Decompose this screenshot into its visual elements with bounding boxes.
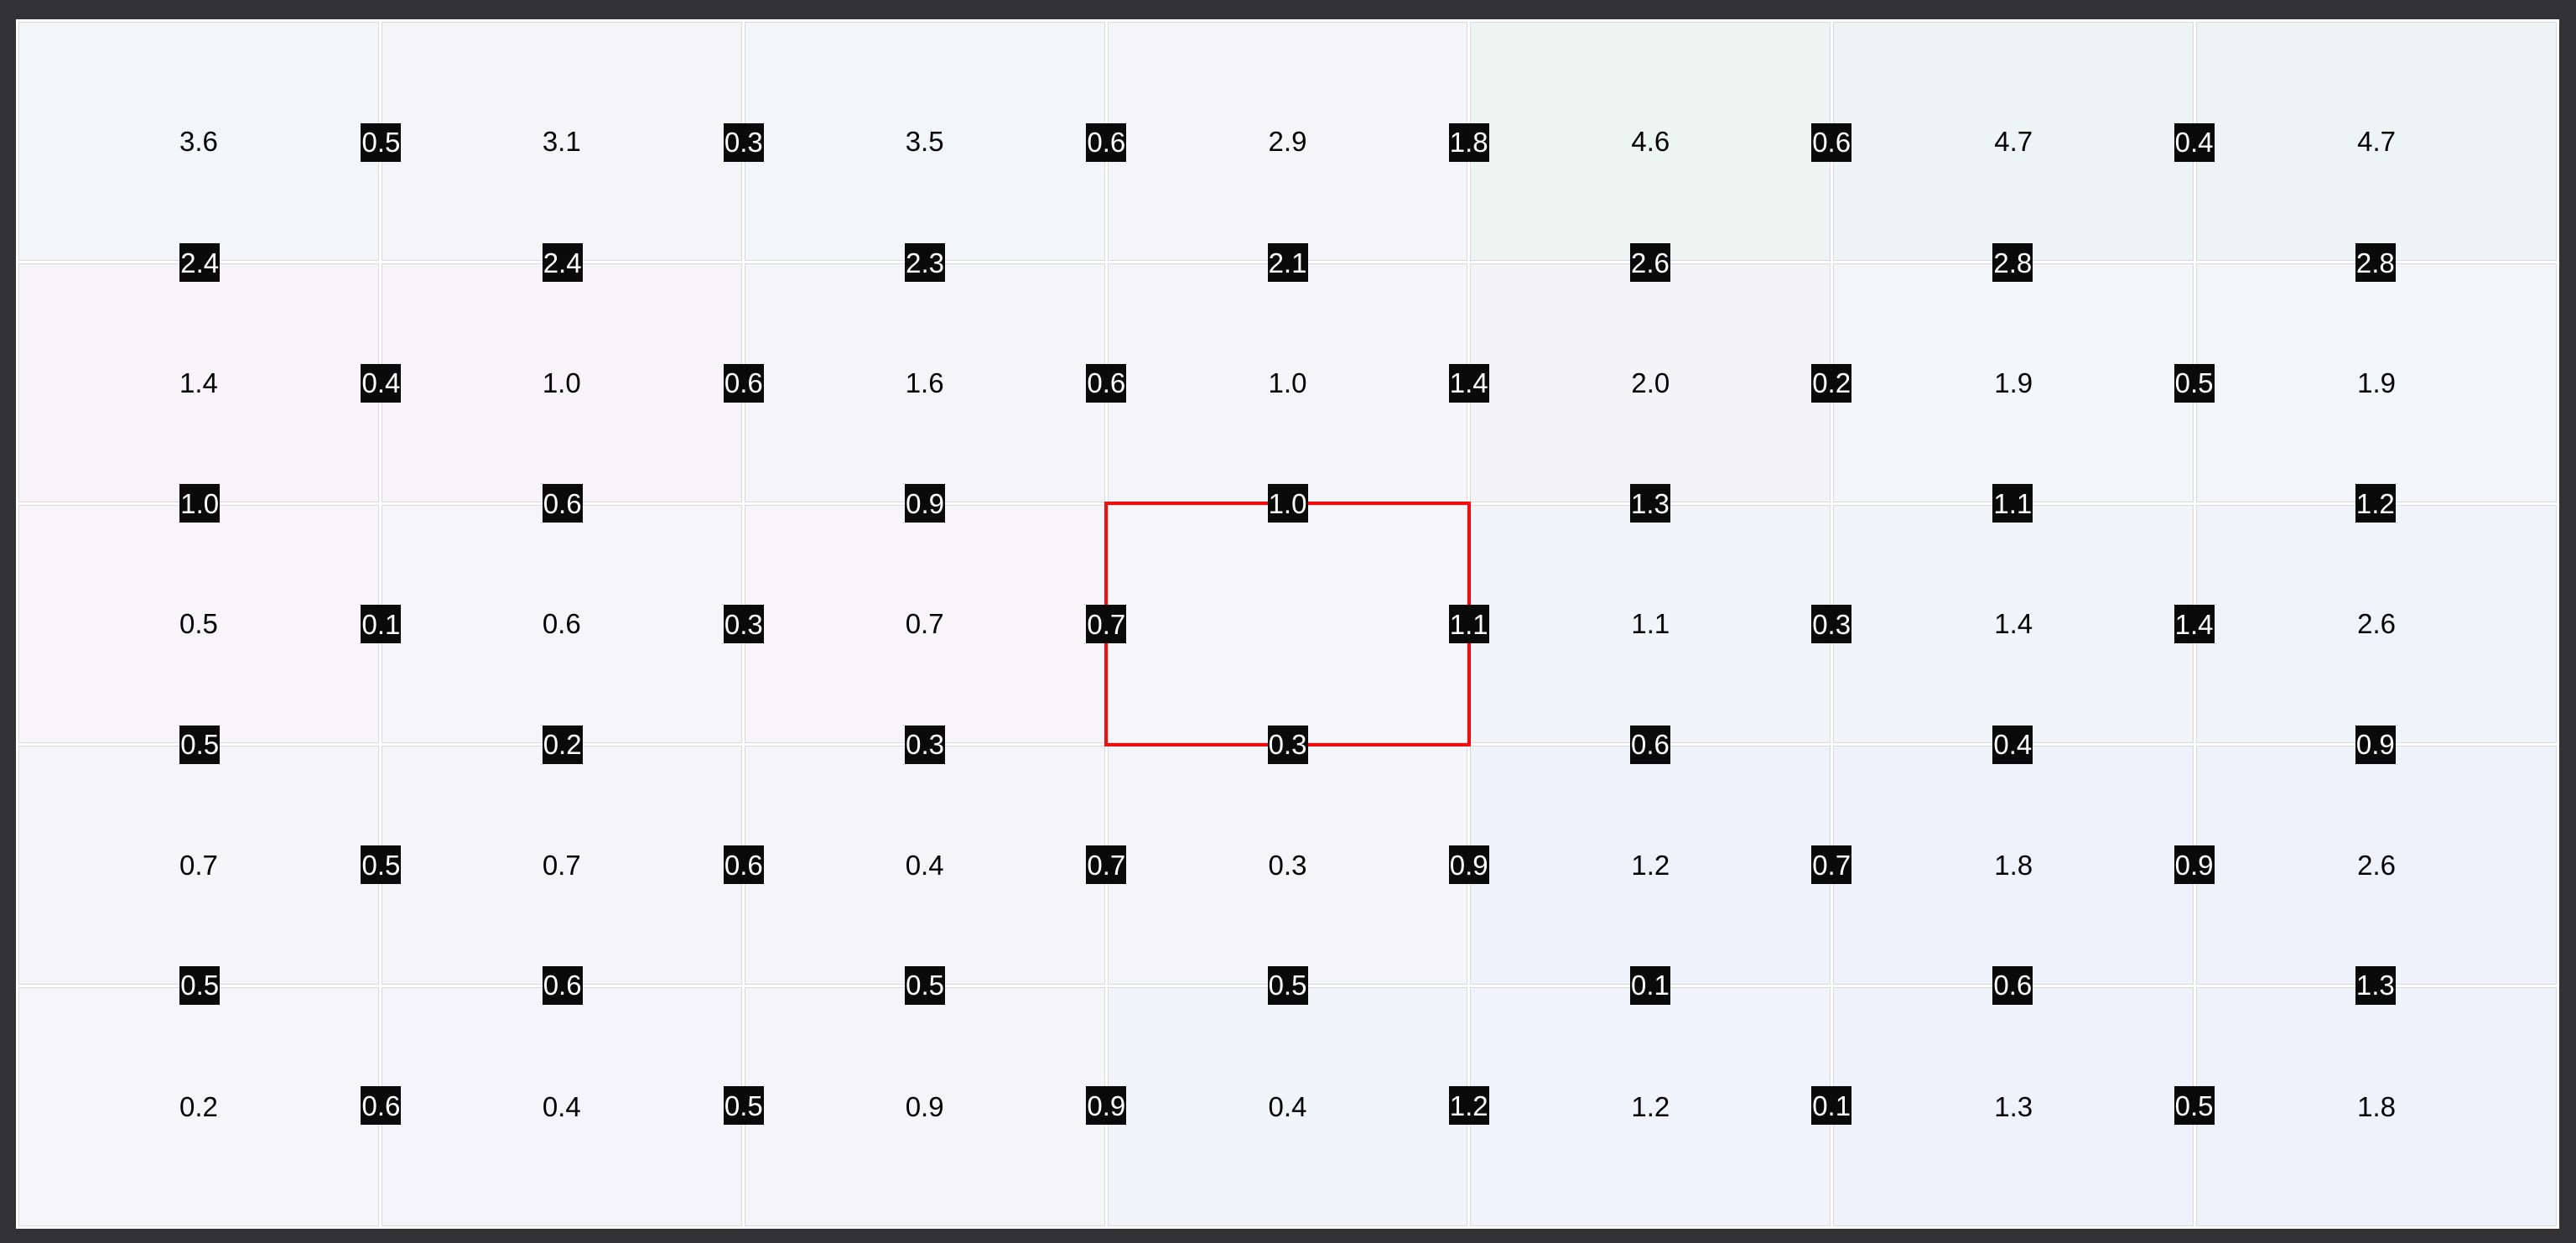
cell-value: 1.0	[1268, 367, 1307, 398]
grid-cell[interactable]: 1.9	[2196, 263, 2557, 502]
grid-cell[interactable]: 0.7	[18, 746, 379, 986]
heatmap-panel: 3.6 3.1 3.5 2.9 4.6 4.7 4.7 1.4 1.0 1.6 1.0 2.0 1.9 1…	[16, 19, 2559, 1229]
cell-value: 2.0	[1631, 367, 1670, 398]
cell-value: 0.4	[542, 1091, 581, 1123]
grid-cell[interactable]: 3.6	[18, 22, 379, 261]
grid-cell[interactable]: 2.6	[2196, 504, 2557, 744]
cell-value: 0.6	[542, 608, 581, 640]
cell-value: 1.4	[179, 367, 218, 398]
cell-value: 0.5	[179, 608, 218, 640]
grid-cell[interactable]: 1.4	[1833, 504, 2194, 744]
grid-cell[interactable]: 1.8	[2196, 987, 2557, 1226]
grid-cell[interactable]: 2.0	[1470, 263, 1831, 502]
grid-cell[interactable]	[1107, 504, 1468, 744]
grid-cell[interactable]: 1.2	[1470, 746, 1831, 986]
grid-cell[interactable]: 3.5	[744, 22, 1105, 261]
heatmap-grid: 3.6 3.1 3.5 2.9 4.6 4.7 4.7 1.4 1.0 1.6 1.0 2.0 1.9 1…	[18, 22, 2557, 1226]
grid-cell[interactable]: 0.4	[1107, 987, 1468, 1226]
cell-value: 3.5	[905, 125, 944, 157]
grid-cell[interactable]: 0.4	[744, 746, 1105, 986]
cell-value: 2.6	[2357, 608, 2396, 640]
cell-value: 0.2	[179, 1091, 218, 1123]
grid-cell[interactable]: 4.7	[1833, 22, 2194, 261]
grid-cell[interactable]: 1.6	[744, 263, 1105, 502]
grid-cell[interactable]: 0.5	[18, 504, 379, 744]
grid-cell[interactable]: 0.7	[381, 746, 742, 986]
grid-cell[interactable]: 1.0	[381, 263, 742, 502]
grid-cell[interactable]: 0.3	[1107, 746, 1468, 986]
cell-value: 1.1	[1631, 608, 1670, 640]
grid-cell[interactable]: 0.7	[744, 504, 1105, 744]
cell-value: 1.6	[905, 367, 944, 398]
cell-value: 4.6	[1631, 125, 1670, 157]
grid-cell[interactable]: 4.6	[1470, 22, 1831, 261]
cell-value: 0.7	[542, 850, 581, 882]
grid-cell[interactable]: 2.6	[2196, 746, 2557, 986]
cell-value: 0.7	[905, 608, 944, 640]
grid-cell[interactable]: 1.2	[1470, 987, 1831, 1226]
cell-value: 3.6	[179, 125, 218, 157]
cell-value: 2.9	[1268, 125, 1307, 157]
grid-cell[interactable]: 0.4	[381, 987, 742, 1226]
cell-value: 0.3	[1268, 850, 1307, 882]
cell-value: 1.2	[1631, 850, 1670, 882]
cell-value: 2.6	[2357, 850, 2396, 882]
grid-cell[interactable]: 1.4	[18, 263, 379, 502]
cell-value: 1.2	[1631, 1091, 1670, 1123]
cell-value: 1.3	[1994, 1091, 2033, 1123]
grid-cell[interactable]: 4.7	[2196, 22, 2557, 261]
grid-cell[interactable]: 3.1	[381, 22, 742, 261]
cell-value: 4.7	[2357, 125, 2396, 157]
cell-value: 1.0	[542, 367, 581, 398]
grid-cell[interactable]: 1.9	[1833, 263, 2194, 502]
cell-value: 4.7	[1994, 125, 2033, 157]
grid-cell[interactable]: 1.8	[1833, 746, 2194, 986]
cell-value: 0.9	[905, 1091, 944, 1123]
cell-value: 1.9	[1994, 367, 2033, 398]
cell-value: 0.7	[179, 850, 218, 882]
cell-value: 1.8	[1994, 850, 2033, 882]
cell-value: 3.1	[542, 125, 581, 157]
cell-value: 1.4	[1994, 608, 2033, 640]
cell-value: 0.4	[1268, 1091, 1307, 1123]
grid-cell[interactable]: 0.2	[18, 987, 379, 1226]
grid-cell[interactable]: 1.3	[1833, 987, 2194, 1226]
grid-cell[interactable]: 2.9	[1107, 22, 1468, 261]
grid-cell[interactable]: 0.9	[744, 987, 1105, 1226]
cell-value: 1.8	[2357, 1091, 2396, 1123]
cell-value: 1.9	[2357, 367, 2396, 398]
grid-cell[interactable]: 1.1	[1470, 504, 1831, 744]
grid-cell[interactable]: 0.6	[381, 504, 742, 744]
cell-value: 0.4	[905, 850, 944, 882]
grid-cell[interactable]: 1.0	[1107, 263, 1468, 502]
